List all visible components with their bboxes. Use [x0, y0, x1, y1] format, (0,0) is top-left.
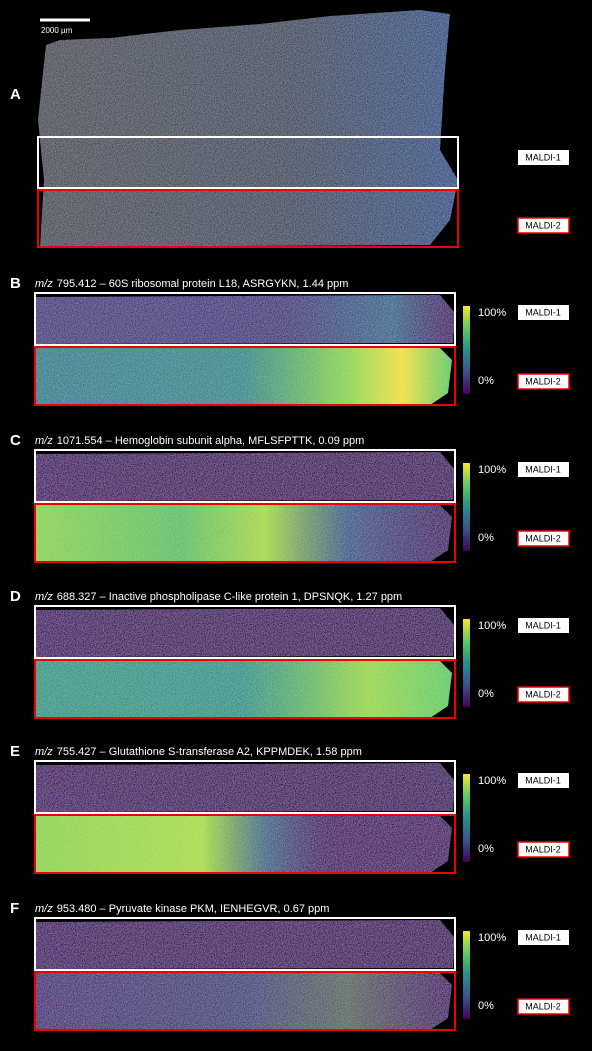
panel-label: C	[10, 432, 21, 449]
panel-title: m/z 953.480 – Pyruvate kinase PKM, IENHEG…	[35, 903, 329, 915]
panel-label: D	[10, 588, 21, 605]
maldi2-tag-text: MALDI-2	[525, 844, 561, 854]
panel-title: m/z 1071.554 – Hemoglobin subunit alpha, …	[35, 435, 364, 447]
maldi2-tag-text: MALDI-2	[525, 1001, 561, 1011]
colorbar-min: 0%	[478, 375, 494, 387]
maldi1-tag-text: MALDI-1	[525, 152, 561, 162]
maldi2-tag-text: MALDI-2	[525, 689, 561, 699]
colorbar	[463, 306, 470, 394]
colorbar	[463, 463, 470, 551]
colorbar-min: 0%	[478, 532, 494, 544]
title-text: 688.327 – Inactive phospholipase C-like …	[57, 591, 402, 603]
colorbar-min: 0%	[478, 688, 494, 700]
panel-label: A	[10, 86, 21, 103]
maldi1-image	[36, 452, 455, 501]
maldi2-tag-text: MALDI-2	[525, 220, 561, 230]
maldi2-image	[36, 973, 452, 1030]
scale-bar-label: 2000 µm	[41, 26, 73, 35]
panel-title: m/z 688.327 – Inactive phospholipase C-li…	[35, 591, 402, 603]
maldi1-tag-text: MALDI-1	[525, 464, 561, 474]
maldi2-image	[36, 348, 452, 405]
maldi2-image	[36, 816, 452, 873]
title-text: 953.480 – Pyruvate kinase PKM, IENHEGVR,…	[57, 903, 330, 915]
colorbar-max: 100%	[478, 464, 506, 476]
panel-label: B	[10, 275, 21, 292]
mz-prefix: m/z	[35, 435, 53, 447]
mz-prefix: m/z	[35, 591, 53, 603]
maldi1-tag-text: MALDI-1	[525, 620, 561, 630]
maldi2-tag-text: MALDI-2	[525, 376, 561, 386]
colorbar	[463, 774, 470, 862]
colorbar-min: 0%	[478, 1000, 494, 1012]
maldi1-tag-text: MALDI-1	[525, 775, 561, 785]
mz-prefix: m/z	[35, 746, 53, 758]
title-text: 1071.554 – Hemoglobin subunit alpha, MFL…	[57, 435, 365, 447]
maldi1-image	[36, 920, 455, 969]
maldi1-tag-text: MALDI-1	[525, 932, 561, 942]
maldi1-tag-text: MALDI-1	[525, 307, 561, 317]
panel-label: F	[10, 900, 19, 917]
panel-label: E	[10, 743, 20, 760]
colorbar-max: 100%	[478, 932, 506, 944]
title-text: 795.412 – 60S ribosomal protein L18, ASR…	[57, 278, 349, 290]
maldi1-image	[36, 608, 455, 657]
maldi1-image	[36, 763, 455, 812]
title-text: 755.427 – Glutathione S-transferase A2, …	[57, 746, 362, 758]
mz-prefix: m/z	[35, 903, 53, 915]
maldi2-tag-text: MALDI-2	[525, 533, 561, 543]
maldi2-image	[36, 661, 452, 718]
maldi2-image	[36, 505, 452, 562]
colorbar-max: 100%	[478, 620, 506, 632]
mz-prefix: m/z	[35, 278, 53, 290]
maldi1-image	[36, 295, 455, 344]
panel-title: m/z 795.412 – 60S ribosomal protein L18, …	[35, 278, 348, 290]
colorbar-max: 100%	[478, 307, 506, 319]
colorbar-max: 100%	[478, 775, 506, 787]
colorbar	[463, 931, 470, 1019]
panel-title: m/z 755.427 – Glutathione S-transferase A…	[35, 746, 362, 758]
tissue-image	[38, 10, 458, 247]
colorbar	[463, 619, 470, 707]
figure: 2000 µm A MALDI-1 MALDI-2 Bm/z 795.412 – …	[0, 0, 592, 1051]
colorbar-min: 0%	[478, 843, 494, 855]
